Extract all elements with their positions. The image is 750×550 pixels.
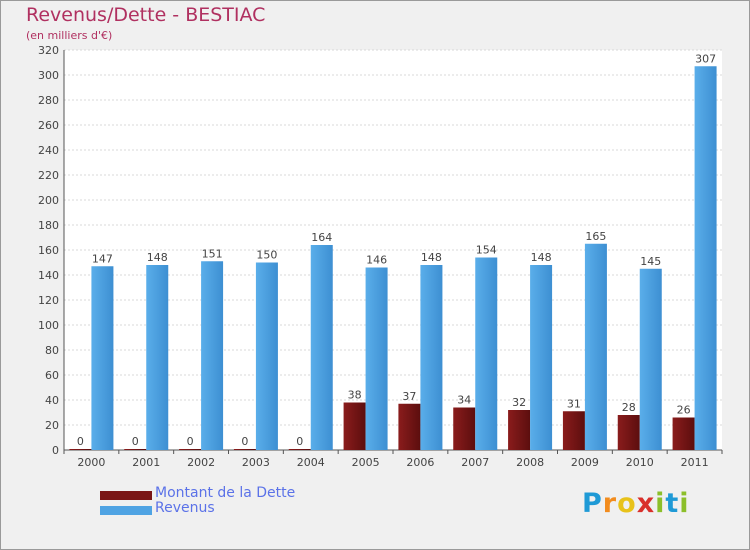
bar-debt (672, 417, 695, 450)
y-tick-label: 280 (38, 94, 59, 107)
bar-debt (124, 449, 147, 450)
y-tick-label: 300 (38, 69, 59, 82)
logo-letter: i (655, 488, 666, 519)
bar-revenue (91, 266, 114, 450)
data-label-revenue: 148 (421, 251, 442, 264)
bar-debt (233, 449, 256, 450)
y-tick-label: 200 (38, 194, 59, 207)
proxiti-logo: Proxiti (582, 488, 690, 519)
y-tick-label: 20 (45, 419, 59, 432)
bar-revenue (420, 265, 443, 450)
logo-letter: t (665, 488, 680, 519)
data-label-debt: 0 (132, 435, 139, 448)
data-label-revenue: 154 (476, 244, 497, 257)
chart-title: Revenus/Dette - BESTIAC (26, 4, 266, 26)
data-label-debt: 37 (402, 390, 416, 403)
y-tick-label: 120 (38, 294, 59, 307)
x-tick-label: 2003 (242, 456, 270, 469)
logo-letter: r (602, 488, 618, 519)
data-label-revenue: 148 (147, 251, 168, 264)
legend-swatch-debt (100, 491, 152, 500)
bar-revenue (310, 245, 333, 450)
logo-letter: i (679, 488, 690, 519)
x-tick-label: 2009 (571, 456, 599, 469)
bar-revenue (694, 66, 717, 450)
legend-label-revenue: Revenus (155, 500, 215, 516)
data-label-revenue: 165 (585, 230, 606, 243)
data-label-revenue: 164 (311, 231, 332, 244)
bar-revenue (639, 268, 662, 450)
legend-label-debt: Montant de la Dette (155, 485, 296, 501)
bar-revenue (365, 267, 388, 450)
bar-revenue (255, 262, 278, 450)
y-tick-label: 260 (38, 119, 59, 132)
bar-debt (617, 415, 640, 450)
data-label-debt: 0 (241, 435, 248, 448)
x-tick-label: 2011 (681, 456, 709, 469)
logo-letter: o (617, 488, 637, 519)
bar-revenue (530, 265, 553, 450)
bar-debt (508, 410, 531, 450)
y-tick-label: 160 (38, 244, 59, 257)
data-label-revenue: 148 (531, 251, 552, 264)
x-tick-label: 2005 (352, 456, 380, 469)
data-label-debt: 0 (77, 435, 84, 448)
y-tick-label: 0 (52, 444, 59, 457)
bar-revenue (146, 265, 169, 450)
data-label-debt: 0 (187, 435, 194, 448)
bar-debt (562, 411, 585, 450)
x-tick-label: 2010 (626, 456, 654, 469)
y-tick-label: 220 (38, 169, 59, 182)
y-tick-label: 140 (38, 269, 59, 282)
bar-revenue (475, 257, 498, 450)
data-label-revenue: 147 (92, 252, 113, 265)
data-label-revenue: 151 (202, 247, 223, 260)
bar-revenue (584, 243, 607, 450)
x-tick-label: 2006 (406, 456, 434, 469)
x-tick-label: 2008 (516, 456, 544, 469)
bar-debt (398, 403, 421, 450)
data-label-debt: 28 (622, 401, 636, 414)
y-tick-label: 100 (38, 319, 59, 332)
logo-letter: x (636, 488, 656, 519)
x-tick-label: 2007 (461, 456, 489, 469)
y-tick-label: 40 (45, 394, 59, 407)
x-tick-label: 2002 (187, 456, 215, 469)
data-label-debt: 38 (348, 389, 362, 402)
data-label-revenue: 307 (695, 52, 716, 65)
bar-debt (453, 407, 476, 450)
y-tick-label: 180 (38, 219, 59, 232)
x-tick-label: 2001 (132, 456, 160, 469)
data-label-debt: 26 (677, 404, 691, 417)
data-label-debt: 0 (296, 435, 303, 448)
y-tick-label: 320 (38, 44, 59, 57)
data-label-debt: 32 (512, 396, 526, 409)
y-tick-label: 60 (45, 369, 59, 382)
bar-debt (69, 449, 92, 450)
logo-letter: P (582, 488, 603, 519)
bar-debt (288, 449, 311, 450)
data-label-revenue: 145 (640, 255, 661, 268)
bar-debt (179, 449, 202, 450)
legend-swatch-revenue (100, 506, 152, 515)
bar-debt (343, 402, 366, 450)
data-label-revenue: 146 (366, 254, 387, 267)
data-label-debt: 34 (457, 394, 471, 407)
x-tick-label: 2004 (297, 456, 325, 469)
chart-subtitle: (en milliers d'€) (26, 29, 113, 42)
y-tick-label: 240 (38, 144, 59, 157)
data-label-revenue: 150 (256, 249, 277, 262)
bar-revenue (201, 261, 224, 450)
y-tick-label: 80 (45, 344, 59, 357)
data-label-debt: 31 (567, 397, 581, 410)
x-tick-label: 2000 (77, 456, 105, 469)
